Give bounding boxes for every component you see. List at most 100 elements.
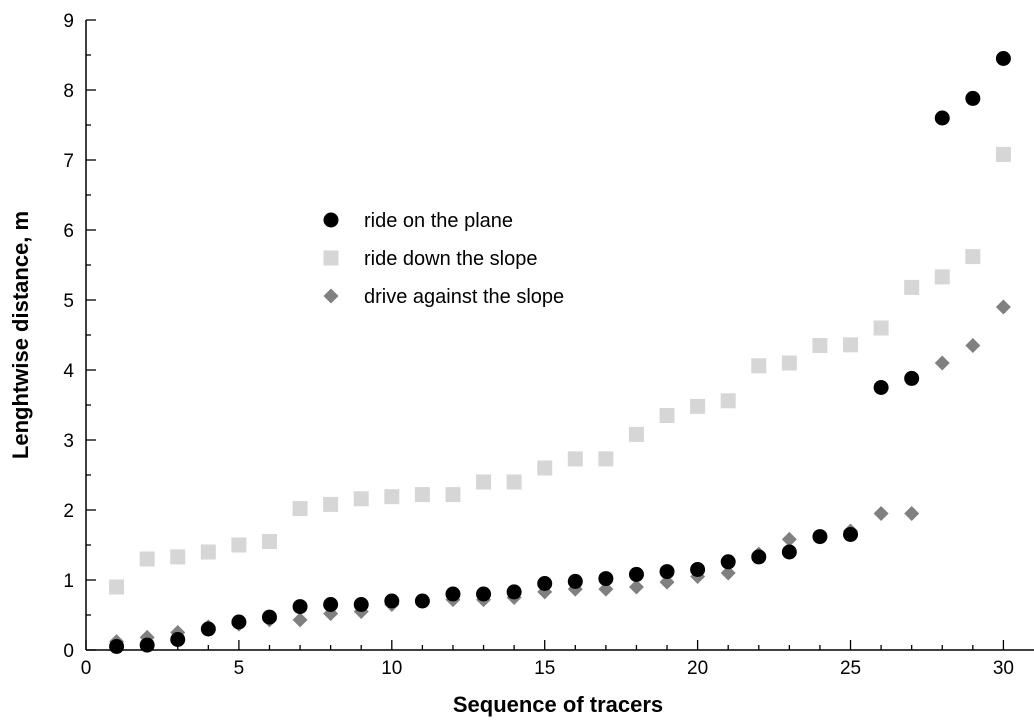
point-ride-down-the-slope [292, 501, 308, 517]
x-axis-title: Sequence of tracers [453, 692, 663, 717]
point-ride-on-the-plane [720, 554, 736, 570]
point-ride-down-the-slope [567, 451, 583, 467]
point-drive-against-the-slope [934, 355, 950, 371]
data-points [109, 51, 1011, 654]
y-tick-label: 0 [63, 641, 74, 662]
point-ride-on-the-plane [139, 637, 155, 653]
y-tick-label: 6 [63, 221, 74, 242]
y-tick-label: 4 [63, 361, 74, 382]
point-ride-down-the-slope [414, 487, 430, 503]
point-ride-down-the-slope [200, 544, 216, 560]
point-ride-on-the-plane [109, 639, 125, 654]
point-ride-down-the-slope [690, 398, 706, 414]
y-tick-label: 7 [63, 151, 74, 172]
point-ride-on-the-plane [292, 599, 308, 615]
point-ride-down-the-slope [445, 487, 461, 503]
point-ride-down-the-slope [904, 279, 920, 295]
point-drive-against-the-slope [720, 565, 736, 581]
point-ride-on-the-plane [628, 566, 644, 582]
point-ride-down-the-slope [231, 537, 247, 553]
x-tick-label: 25 [840, 658, 861, 679]
point-drive-against-the-slope [995, 299, 1011, 315]
point-ride-down-the-slope [506, 474, 522, 490]
point-ride-on-the-plane [414, 593, 430, 609]
x-tick-label: 10 [381, 658, 402, 679]
point-ride-down-the-slope [781, 355, 797, 371]
x-ticks: 0 5 10 15 20 25 30 [81, 640, 1014, 679]
point-ride-down-the-slope [873, 320, 889, 336]
point-ride-down-the-slope [659, 408, 675, 423]
point-ride-on-the-plane [261, 609, 277, 625]
point-ride-down-the-slope [628, 426, 644, 442]
point-drive-against-the-slope [873, 506, 889, 521]
point-drive-against-the-slope [781, 531, 797, 547]
point-ride-on-the-plane [965, 90, 981, 106]
point-ride-down-the-slope [598, 451, 614, 467]
point-ride-on-the-plane [170, 632, 186, 647]
point-ride-on-the-plane [812, 529, 828, 545]
legend-marker-ride-on-the-plane [323, 212, 339, 228]
point-ride-down-the-slope [812, 338, 828, 353]
y-axis-title: Lenghtwise distance, m [8, 211, 33, 459]
point-ride-down-the-slope [323, 496, 339, 512]
y-tick-label: 5 [63, 291, 74, 312]
point-ride-down-the-slope [934, 269, 950, 285]
point-ride-on-the-plane [690, 562, 706, 577]
y-ticks: 0 1 2 3 4 5 6 7 8 9 [63, 11, 96, 662]
point-drive-against-the-slope [659, 574, 675, 590]
point-ride-on-the-plane [751, 549, 767, 565]
point-ride-on-the-plane [659, 564, 675, 580]
y-tick-label: 9 [63, 11, 74, 32]
point-ride-on-the-plane [200, 621, 216, 637]
point-ride-on-the-plane [506, 584, 522, 600]
legend-marker-ride-down-the-slope [323, 250, 339, 266]
point-drive-against-the-slope [628, 579, 644, 595]
y-tick-label: 2 [63, 501, 74, 522]
point-ride-on-the-plane [231, 614, 247, 630]
point-ride-on-the-plane [873, 380, 889, 395]
y-tick-label: 3 [63, 431, 74, 452]
point-drive-against-the-slope [292, 612, 308, 628]
point-ride-down-the-slope [995, 146, 1011, 162]
point-ride-down-the-slope [261, 534, 277, 549]
point-drive-against-the-slope [965, 338, 981, 353]
legend-label-ride-on-the-plane: ride on the plane [364, 210, 513, 232]
point-ride-down-the-slope [843, 337, 859, 353]
point-ride-on-the-plane [537, 576, 553, 591]
point-ride-down-the-slope [139, 551, 155, 567]
point-ride-down-the-slope [353, 491, 369, 507]
point-ride-down-the-slope [109, 579, 125, 595]
point-ride-on-the-plane [904, 370, 920, 386]
legend-marker-drive-against-the-slope [323, 288, 339, 304]
point-ride-down-the-slope [170, 549, 186, 565]
point-ride-on-the-plane [934, 110, 950, 126]
point-ride-on-the-plane [843, 527, 859, 542]
axes [85, 20, 1034, 651]
x-tick-label: 0 [81, 658, 92, 679]
point-ride-on-the-plane [598, 571, 614, 587]
y-tick-label: 1 [63, 571, 74, 592]
point-ride-on-the-plane [445, 586, 461, 602]
point-ride-on-the-plane [384, 593, 400, 609]
point-drive-against-the-slope [904, 506, 920, 521]
y-tick-label: 8 [63, 81, 74, 102]
x-tick-label: 20 [687, 658, 708, 679]
point-ride-down-the-slope [476, 474, 492, 490]
legend-label-drive-against-the-slope: drive against the slope [364, 286, 564, 308]
point-ride-on-the-plane [995, 51, 1011, 66]
point-ride-on-the-plane [567, 573, 583, 589]
point-ride-down-the-slope [720, 393, 736, 409]
x-tick-label: 15 [534, 658, 555, 679]
point-drive-against-the-slope [598, 581, 614, 597]
point-ride-down-the-slope [384, 489, 400, 505]
point-ride-on-the-plane [353, 597, 369, 612]
legend-label-ride-down-the-slope: ride down the slope [364, 248, 537, 270]
point-ride-down-the-slope [965, 249, 981, 265]
legend: ride on the plane ride down the slope driv… [323, 210, 564, 308]
x-tick-label: 5 [234, 658, 245, 679]
point-ride-on-the-plane [476, 586, 492, 602]
x-tick-label: 30 [993, 658, 1014, 679]
point-ride-on-the-plane [323, 597, 339, 612]
point-ride-on-the-plane [781, 544, 797, 560]
